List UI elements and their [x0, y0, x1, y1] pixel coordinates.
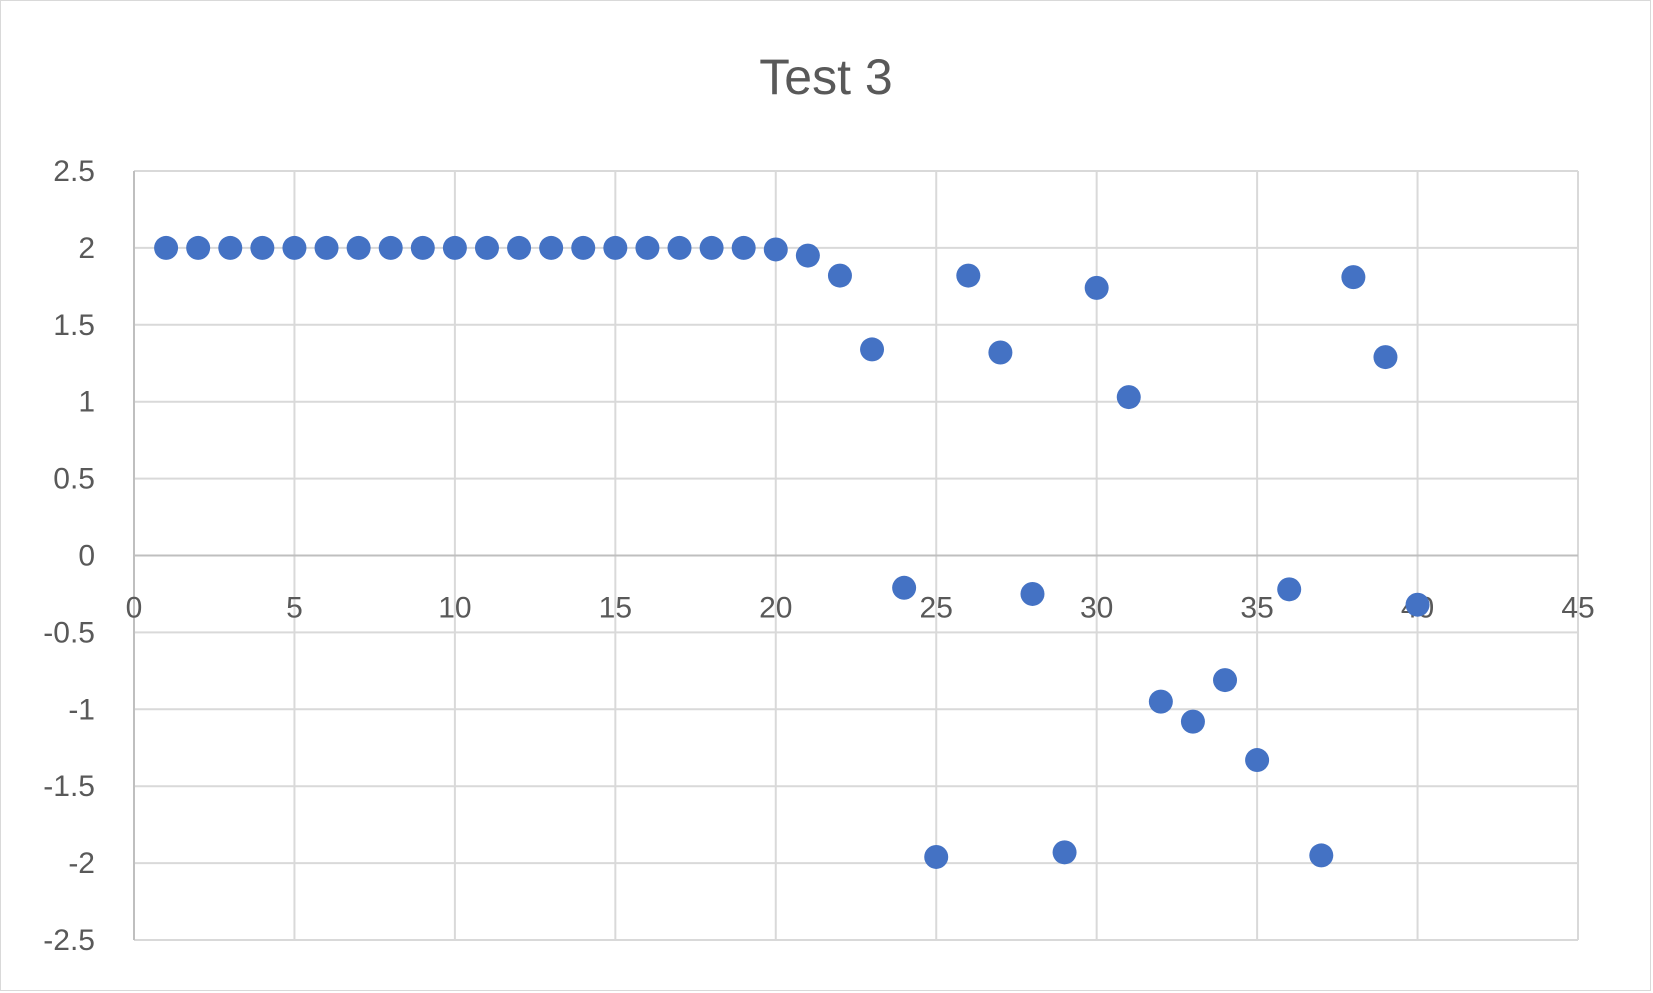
data-point: [282, 235, 307, 260]
data-point: [827, 263, 852, 288]
data-points: [154, 235, 1430, 869]
x-tick-label: 5: [286, 592, 303, 625]
data-point: [1405, 592, 1430, 617]
data-point: [1245, 748, 1270, 773]
data-point: [667, 235, 692, 260]
data-point: [1020, 581, 1045, 606]
data-point: [1148, 689, 1173, 714]
data-point: [378, 235, 403, 260]
data-point: [1277, 577, 1302, 602]
y-tick-label: 1.5: [53, 309, 95, 342]
x-tick-label: 10: [438, 592, 471, 625]
data-point: [507, 235, 532, 260]
data-point: [1341, 265, 1366, 290]
data-point: [250, 235, 275, 260]
x-tick-label: 25: [920, 592, 953, 625]
x-tick-label: 0: [126, 592, 143, 625]
x-tick-label: 35: [1240, 592, 1273, 625]
data-point: [571, 235, 596, 260]
y-tick-label: 1: [78, 386, 95, 419]
x-tick-label: 15: [599, 592, 632, 625]
data-point: [154, 235, 179, 260]
y-tick-label: 2.5: [53, 155, 95, 188]
data-point: [956, 263, 981, 288]
x-tick-label: 20: [759, 592, 792, 625]
data-point: [1052, 840, 1077, 865]
y-tick-label: -1.5: [43, 770, 95, 803]
y-tick-label: 0: [78, 540, 95, 573]
data-point: [474, 235, 499, 260]
data-point: [1213, 668, 1238, 693]
y-axis-tick-labels: 2.5 2 1.5 1 0.5 0 -0.5 -1 -1.5 -2 -2.5: [43, 155, 95, 957]
y-tick-label: -2.5: [43, 924, 95, 957]
data-point: [1373, 345, 1398, 370]
x-tick-label: 45: [1561, 592, 1594, 625]
data-point: [442, 235, 467, 260]
y-tick-label: -2: [68, 847, 95, 880]
data-point: [988, 340, 1013, 365]
data-point: [539, 235, 564, 260]
data-point: [1084, 275, 1109, 300]
data-point: [892, 575, 917, 600]
y-tick-label: -0.5: [43, 616, 95, 649]
data-point: [795, 243, 820, 268]
data-point: [1309, 843, 1334, 868]
data-point: [1116, 385, 1141, 410]
data-point: [699, 235, 724, 260]
y-tick-label: -1: [68, 693, 95, 726]
data-point: [218, 235, 243, 260]
data-point: [314, 235, 339, 260]
data-point: [410, 235, 435, 260]
data-point: [731, 235, 756, 260]
data-point: [635, 235, 660, 260]
y-tick-label: 0.5: [53, 463, 95, 496]
x-tick-label: 30: [1080, 592, 1113, 625]
data-point: [346, 235, 371, 260]
data-point: [603, 235, 628, 260]
data-point: [763, 237, 788, 262]
data-point: [186, 235, 211, 260]
data-point: [1180, 709, 1205, 734]
chart-title: Test 3: [759, 49, 892, 105]
y-tick-label: 2: [78, 232, 95, 265]
x-axis-tick-labels: 051015202530354045: [126, 592, 1595, 625]
data-point: [924, 844, 949, 869]
data-point: [860, 337, 885, 362]
